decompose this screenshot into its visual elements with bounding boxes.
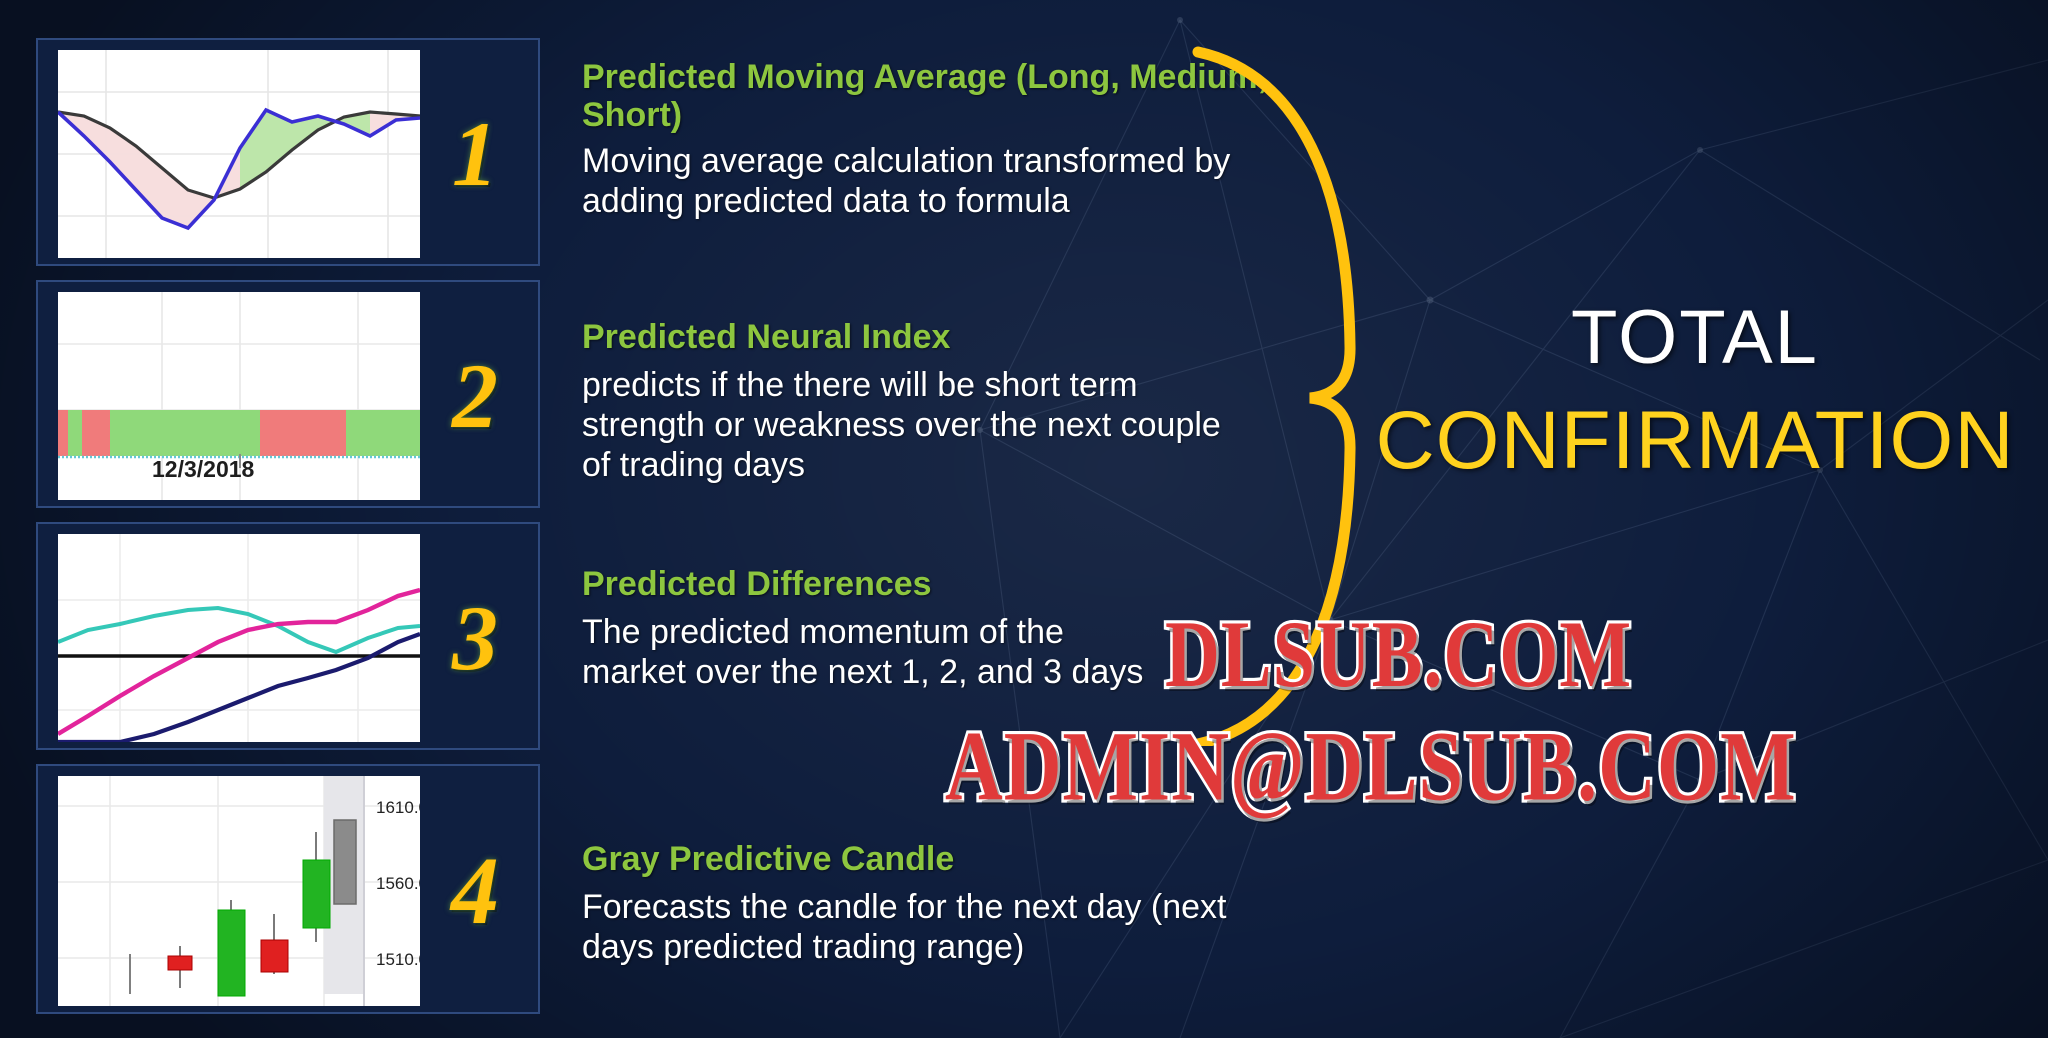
- chart-panel-2: 12/3/2018 2: [36, 280, 540, 508]
- feature-number-2: 2: [452, 345, 498, 447]
- series-diff-2: [58, 587, 420, 736]
- candle-2: [217, 900, 246, 997]
- feature-title-1: Predicted Moving Average (Long, Medium, …: [582, 58, 1268, 135]
- feature-body-3: The predicted momentum of the market ove…: [582, 613, 1144, 691]
- feature-text-1: Predicted Moving Average (Long, Medium, …: [582, 58, 1282, 222]
- chart-2-plot: 12/3/2018: [58, 292, 420, 500]
- neural-index-bars: [58, 410, 420, 456]
- chart-panel-4: 1610.00 1560.00 1510.00 4: [36, 764, 540, 1014]
- total-confirmation-callout: TOTAL CONFIRMATION: [1350, 300, 2040, 484]
- chart-4-ytick-1: 1560.00: [376, 874, 420, 893]
- series-diff-3: [58, 632, 420, 742]
- watermark-site: DLSUB.COM: [1162, 599, 1633, 710]
- candle-5-predicted: [333, 819, 357, 905]
- chart-4-plot: 1610.00 1560.00 1510.00: [58, 776, 420, 1006]
- candle-1: [167, 946, 193, 988]
- chart-4-ytick-0: 1610.00: [376, 798, 420, 817]
- callout-line-1: TOTAL: [1571, 295, 1819, 380]
- feature-text-2: Predicted Neural Index predicts if the t…: [582, 318, 1222, 485]
- series-diff-1: [58, 605, 420, 655]
- chart-panel-1: 1: [36, 38, 540, 266]
- feature-text-4: Gray Predictive Candle Forecasts the can…: [582, 840, 1262, 968]
- feature-title-3: Predicted Differences: [582, 565, 932, 603]
- watermark-email: ADMIN@DLSUB.COM: [943, 709, 1799, 825]
- yellow-brace: [1192, 46, 1356, 746]
- callout-line-2: CONFIRMATION: [1375, 395, 2015, 486]
- chart-4-ytick-2: 1510.00: [376, 950, 420, 969]
- feature-number-3: 3: [452, 587, 498, 689]
- chart-3-plot: [58, 534, 420, 742]
- candle-4: [302, 832, 331, 942]
- feature-body-1: Moving average calculation transformed b…: [582, 142, 1231, 220]
- chart-1-plot: [58, 50, 420, 258]
- chart-2-date-label: 12/3/2018: [152, 456, 255, 482]
- feature-body-4: Forecasts the candle for the next day (n…: [582, 888, 1227, 966]
- feature-title-2: Predicted Neural Index: [582, 318, 951, 356]
- candle-3: [260, 914, 289, 974]
- feature-number-4: 4: [451, 836, 499, 944]
- feature-text-3: Predicted Differences The predicted mome…: [582, 565, 1172, 693]
- feature-title-4: Gray Predictive Candle: [582, 840, 955, 878]
- chart-panel-3: 3: [36, 522, 540, 750]
- feature-body-2: predicts if the there will be short term…: [582, 366, 1221, 484]
- feature-number-1: 1: [452, 103, 498, 205]
